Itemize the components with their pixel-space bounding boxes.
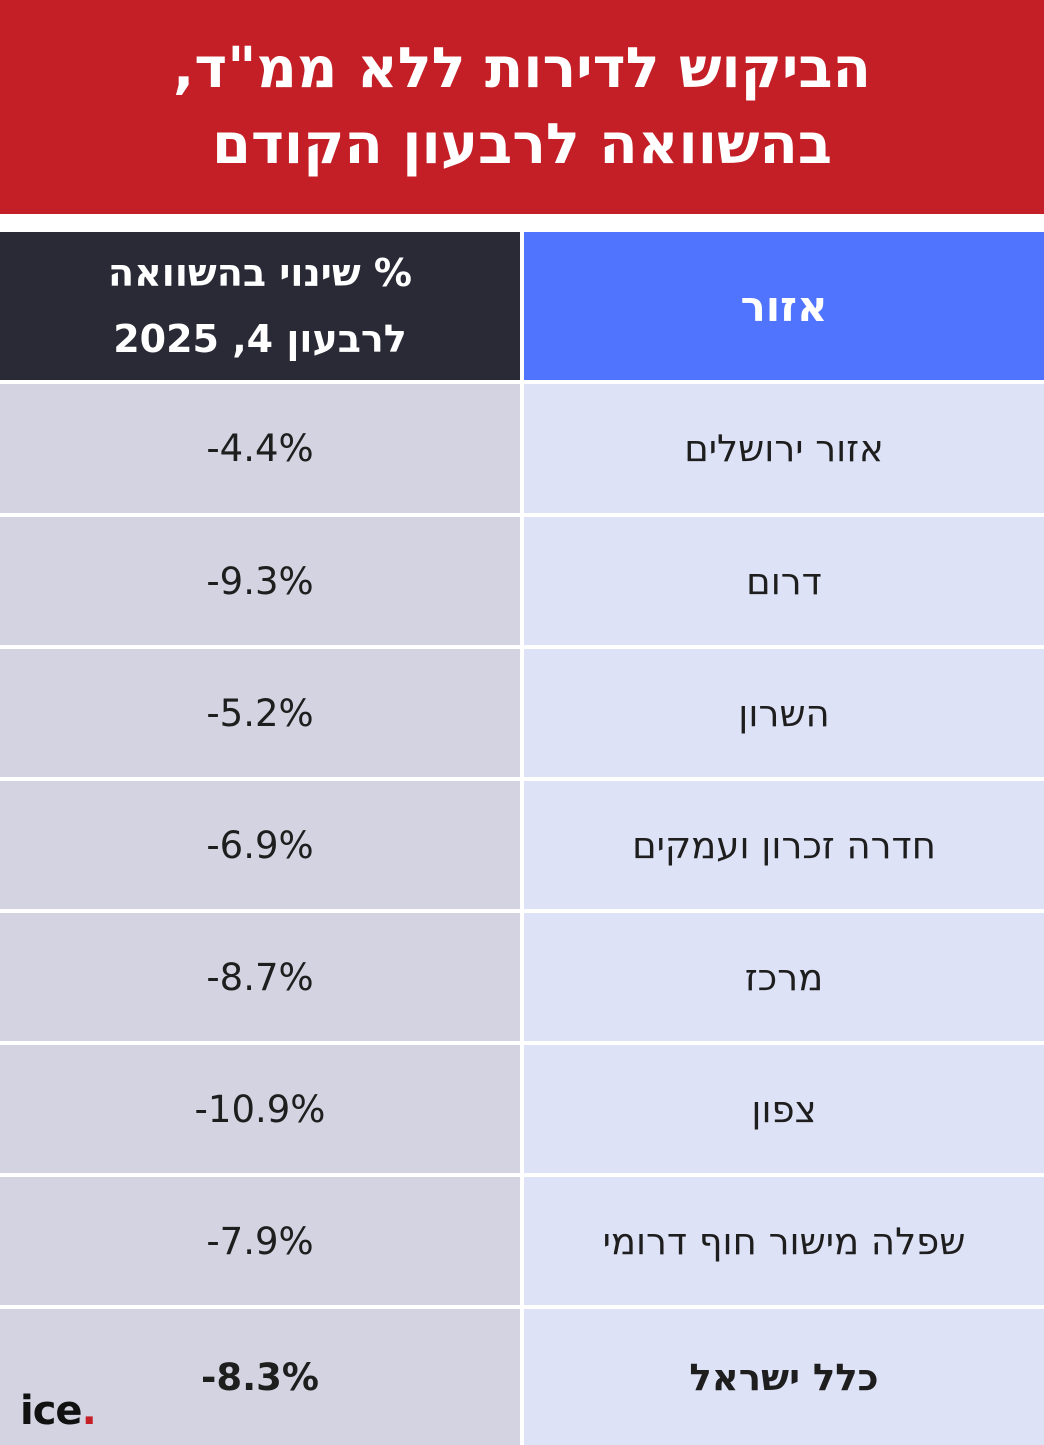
table-row: -7.9% שפלה מישור חוף דרומי bbox=[0, 1177, 1044, 1305]
change-value: -8.7% bbox=[206, 955, 314, 999]
change-value: -9.3% bbox=[206, 559, 314, 603]
region-cell: צפון bbox=[524, 1045, 1044, 1173]
region-cell: השרון bbox=[524, 649, 1044, 777]
region-cell: חדרה זכרון ועמקים bbox=[524, 781, 1044, 909]
change-cell: -9.3% bbox=[0, 517, 520, 645]
table-row: -8.7% מרכז bbox=[0, 913, 1044, 1041]
logo-text: ice bbox=[20, 1388, 83, 1434]
title-line-2: בהשוואה לרבעון הקודם bbox=[211, 112, 833, 177]
region-cell: שפלה מישור חוף דרומי bbox=[524, 1177, 1044, 1305]
region-cell: דרום bbox=[524, 517, 1044, 645]
change-cell: -5.2% bbox=[0, 649, 520, 777]
ice-logo: ice. bbox=[20, 1388, 97, 1434]
region-cell: אזור ירושלים bbox=[524, 384, 1044, 513]
change-value: -10.9% bbox=[194, 1087, 326, 1131]
table-header-row: % שינוי בהשוואה לרבעון 4, 2025 אזור bbox=[0, 232, 1044, 380]
data-table: % שינוי בהשוואה לרבעון 4, 2025 אזור -4.4… bbox=[0, 232, 1044, 1445]
table-row: -10.9% צפון bbox=[0, 1045, 1044, 1173]
header-region: אזור bbox=[524, 232, 1044, 380]
logo-dot: . bbox=[81, 1388, 97, 1434]
table-total-row: -8.3% כלל ישראל bbox=[0, 1309, 1044, 1445]
region-cell: מרכז bbox=[524, 913, 1044, 1041]
chart-title: הביקוש לדירות ללא ממ"ד, בהשוואה לרבעון ה… bbox=[0, 0, 1044, 214]
change-cell: -7.9% bbox=[0, 1177, 520, 1305]
header-change-line-1: % שינוי בהשוואה bbox=[108, 251, 412, 295]
table-row: -5.2% השרון bbox=[0, 649, 1044, 777]
change-cell: -8.7% bbox=[0, 913, 520, 1041]
change-value: -4.4% bbox=[206, 427, 314, 470]
change-cell: -10.9% bbox=[0, 1045, 520, 1173]
table-row: -6.9% חדרה זכרון ועמקים bbox=[0, 781, 1044, 909]
change-cell: -4.4% bbox=[0, 384, 520, 513]
change-cell: -6.9% bbox=[0, 781, 520, 909]
table-row: -4.4% אזור ירושלים bbox=[0, 384, 1044, 513]
change-value: -5.2% bbox=[206, 691, 314, 735]
change-value: -7.9% bbox=[206, 1219, 314, 1263]
total-change-cell: -8.3% bbox=[0, 1309, 520, 1445]
total-region-cell: כלל ישראל bbox=[524, 1309, 1044, 1445]
title-line-1: הביקוש לדירות ללא ממ"ד, bbox=[173, 36, 871, 101]
table-row: -9.3% דרום bbox=[0, 517, 1044, 645]
header-change: % שינוי בהשוואה לרבעון 4, 2025 bbox=[0, 232, 520, 380]
change-value: -6.9% bbox=[206, 823, 314, 867]
header-change-line-2: לרבעון 4, 2025 bbox=[113, 317, 407, 361]
total-change-value: -8.3% bbox=[201, 1355, 319, 1399]
